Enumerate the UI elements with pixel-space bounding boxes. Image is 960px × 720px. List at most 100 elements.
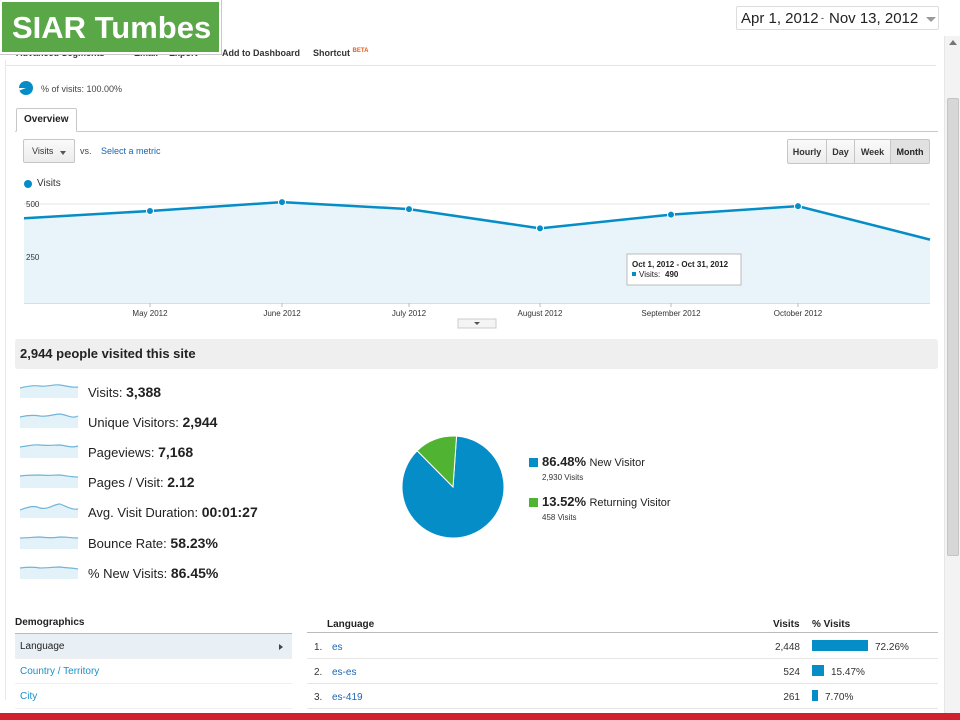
vs-text: vs. Select a metric [80,146,161,156]
row-pct-bar [812,665,824,676]
metric-sparkline [20,566,79,579]
date-separator: - [821,13,824,23]
language-link[interactable]: es [332,642,343,653]
metric-label: % New Visits: [88,566,168,581]
metric-label: Pages / Visit: [88,475,164,490]
data-point[interactable] [405,205,413,214]
x-tick-label: September 2012 [641,309,701,318]
pie-legend-returning-visitor: 13.52% Returning Visitor [529,494,671,509]
select-metric-link[interactable]: Select a metric [101,146,161,156]
language-link[interactable]: es-419 [332,692,363,703]
scrollbar-thumb[interactable] [947,98,959,556]
demographics-item-label: Country / Territory [20,666,100,677]
metric-label-wrap: Avg. Visit Duration: 00:01:27 [88,504,258,520]
metric-label-wrap: % New Visits: 86.45% [88,565,218,581]
demographics-item-label: Language [20,641,65,652]
y-tick-label: 500 [26,200,40,209]
row-pct-bar [812,640,868,651]
chart-tooltip: Oct 1, 2012 - Oct 31, 2012 Visits: 490 [626,253,742,286]
demographics-item-city[interactable]: City [15,684,292,709]
shortcut-label: Shortcut [313,48,350,58]
hourly-button[interactable]: Hourly [787,139,827,164]
shortcut-button[interactable]: Shortcut BETA [313,48,368,58]
demographics-divider [15,633,292,634]
tooltip-series-swatch [632,272,636,276]
chevron-down-icon [60,151,66,155]
returning-visitor-name: Returning Visitor [589,497,671,509]
metric-sparkline [20,536,79,549]
metric-row: Avg. Visit Duration: 00:01:27 [20,498,280,522]
metric-value: 2,944 [182,414,218,430]
metric-row: % New Visits: 86.45% [20,559,280,583]
bottom-accent-bar [0,713,960,720]
metric-row: Unique Visitors: 2,944 [20,408,280,432]
new-visitor-visits: 2,930 Visits [542,473,584,482]
visits-line-chart: May 2012 June 2012 July 2012 August 2012 Sep… [23,198,931,329]
metric-sparkline [20,474,79,488]
pie-slice[interactable] [416,435,458,489]
data-point[interactable] [794,202,802,211]
date-end: Nov 13, 2012 [829,10,919,27]
beta-badge: BETA [352,48,369,54]
add-to-dashboard-button[interactable]: Add to Dashboard [222,48,300,58]
date-range-picker[interactable]: Apr 1, 2012 - Nov 13, 2012 [736,6,939,30]
vertical-scrollbar[interactable] [944,36,960,720]
date-dropdown-icon[interactable] [926,17,936,22]
window-left-edge [0,60,6,700]
table-row: 2. es-es 524 15.47% [307,659,938,684]
language-link[interactable]: es-es [332,667,357,678]
metric-row: Pageviews: 7,168 [20,438,280,462]
month-button[interactable]: Month [890,139,930,164]
metric-value: 2.12 [167,474,195,490]
data-point[interactable] [536,224,544,233]
demographics-item-language[interactable]: Language [15,634,292,659]
metric-label: Avg. Visit Duration: [88,505,199,520]
month-label: Month [896,147,924,157]
metric-label-wrap: Visits: 3,388 [88,384,161,400]
metric-label-wrap: Pageviews: 7,168 [88,444,193,460]
day-label: Day [832,147,849,157]
visits-legend-label: Visits [37,178,61,189]
metric-value: 58.23% [170,535,218,551]
pct-visits-column-header[interactable]: % Visits [812,619,851,630]
metric-label: Pageviews: [88,445,155,460]
week-label: Week [860,147,885,157]
returning-visitor-swatch [529,498,538,507]
metric-select-value: Visits [32,146,54,156]
table-row: 3. es-419 261 7.70% [307,684,938,709]
row-visits: 2,448 [774,642,800,653]
data-point[interactable] [278,198,286,207]
tab-overview-label: Overview [24,114,69,125]
visitor-type-pie-chart [401,435,505,539]
new-visitor-name: New Visitor [589,457,645,469]
row-pct-bar [812,690,818,701]
language-table-header: Language Visits % Visits [307,617,938,633]
table-row: 1. es 2,448 72.26% [307,634,938,659]
visits-series-line [23,200,931,241]
language-column-header[interactable]: Language [327,619,375,630]
x-tick-label: May 2012 [132,309,168,318]
tab-overview[interactable]: Overview [16,108,77,132]
hourly-label: Hourly [792,147,822,157]
tab-divider [15,131,938,132]
metric-row: Visits: 3,388 [20,378,280,402]
row-pct: 15.47% [831,667,865,678]
visits-column-header[interactable]: Visits [773,619,800,630]
segment-pie-icon [19,81,33,95]
site-title: SIAR Tumbes [12,10,212,45]
row-number: 2. [314,667,323,678]
chevron-right-icon [279,644,283,650]
returning-visitor-visits: 458 Visits [542,513,577,522]
scroll-up-arrow-icon[interactable] [949,40,957,45]
metric-row: Bounce Rate: 58.23% [20,529,280,553]
chart-collapse-toggle[interactable] [457,318,497,329]
tooltip-series-label: Visits: [639,270,660,279]
demographics-item-country[interactable]: Country / Territory [15,659,292,684]
data-point[interactable] [667,210,675,219]
demographics-item-label: City [20,691,38,702]
segment-label: % of visits: 100.00% [41,84,123,94]
metric-select[interactable]: Visits [23,139,75,163]
data-point[interactable] [146,206,154,215]
tooltip-title: Oct 1, 2012 - Oct 31, 2012 [632,260,729,269]
visits-legend-dot [24,180,32,188]
